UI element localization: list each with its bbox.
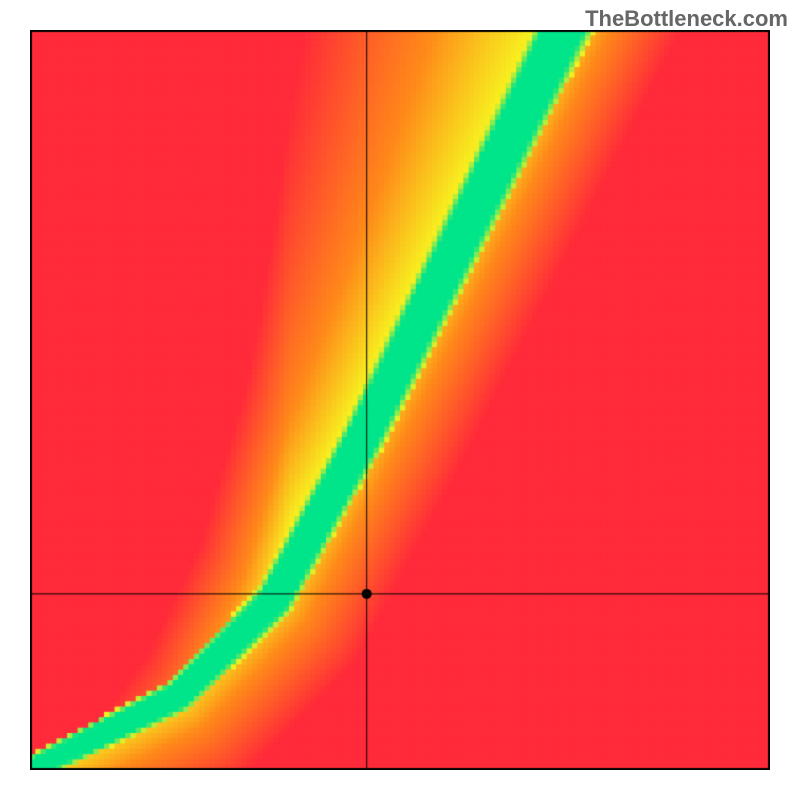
chart-container: { "watermark": { "text": "TheBottleneck.… <box>0 0 800 800</box>
bottleneck-heatmap <box>30 30 770 770</box>
watermark-text: TheBottleneck.com <box>585 6 788 32</box>
